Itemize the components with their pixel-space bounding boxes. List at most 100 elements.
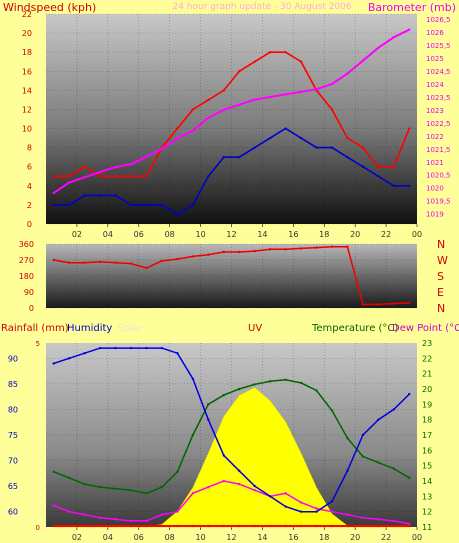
direction-tick-label: 0 — [29, 304, 34, 313]
temperature-tick-label: 23 — [422, 339, 432, 348]
temperature-tick-label: 13 — [422, 492, 432, 501]
gust-line-point — [98, 175, 102, 178]
humidity-line-point — [408, 392, 411, 396]
barometer-tick-label: 1022 — [426, 133, 444, 141]
direction-line-point — [315, 246, 318, 249]
humidity-line-point — [284, 505, 287, 508]
gust-line — [53, 51, 411, 178]
humidity-line-point — [361, 433, 365, 437]
average-wind-line-point — [238, 155, 241, 159]
direction-line-point — [83, 261, 86, 264]
dewpoint-axis-label: Dew Point (°C) — [392, 323, 459, 334]
barometer-tick-label: 1020,5 — [426, 172, 451, 180]
x-tick-label: 06 — [134, 230, 144, 239]
wind-tick-label: 20 — [22, 29, 32, 38]
barometer-line — [53, 28, 410, 194]
wind-tick-label: 10 — [22, 125, 32, 134]
humidity-line-point — [315, 510, 318, 513]
dewpoint-line-point — [83, 513, 86, 516]
temperature-line-point — [253, 383, 256, 386]
direction-line-point — [268, 248, 272, 251]
barometer-y-axis: 1019 1019,5 1020 1020,5 1021 1021,5 1022 1022,5… — [426, 16, 451, 218]
x-tick-label: 00 — [412, 230, 422, 239]
rainfall-line-point — [284, 524, 287, 528]
barometer-line-point — [346, 72, 349, 75]
gust-line-point — [268, 50, 272, 54]
humidity-tick-label: 90 — [8, 354, 18, 363]
x-tick-label: 12 — [226, 230, 236, 239]
humidity-line-point — [129, 346, 133, 350]
gust-line-point — [191, 108, 195, 111]
x-tick-label: 08 — [165, 230, 175, 239]
barometer-line-point — [408, 28, 411, 31]
temperature-line-point — [377, 461, 380, 464]
rainfall-line-point — [67, 524, 71, 528]
direction-line-point — [222, 250, 225, 254]
temperature-line-point — [98, 485, 102, 489]
temperature-tick-label: 15 — [422, 462, 432, 471]
temperature-line-point — [129, 489, 133, 492]
direction-line-point — [299, 247, 303, 250]
humidity-line-point — [176, 352, 179, 355]
average-wind-line-point — [284, 127, 287, 130]
average-wind-line-point — [207, 175, 210, 178]
x-tick-label: 10 — [195, 230, 205, 239]
barometer-line-point — [238, 103, 241, 106]
temperature-line — [53, 379, 410, 495]
rain-tick-label: 5 — [36, 340, 40, 348]
wind-tick-label: 14 — [22, 86, 32, 95]
dewpoint-line-point — [98, 516, 102, 519]
barometer-line-point — [67, 181, 71, 184]
dewpoint-line-point — [114, 518, 117, 521]
gust-line-point — [145, 175, 148, 178]
direction-line-point — [207, 253, 210, 256]
wind-tick-label: 12 — [22, 105, 32, 114]
dewpoint-line-point — [207, 485, 210, 489]
solar-axis-label: Solar — [117, 323, 143, 334]
barometer-line-point — [392, 36, 396, 39]
x-tick-label: 06 — [134, 533, 144, 542]
rainfall-line-point — [268, 524, 272, 528]
temperature-line-point — [191, 433, 195, 437]
rainfall-line-point — [129, 524, 133, 528]
average-wind-line-point — [114, 194, 117, 197]
barometer-line-point — [207, 116, 210, 119]
x-tick-label: 20 — [350, 533, 360, 542]
temperature-line-point — [145, 492, 148, 495]
temperature-line-point — [52, 470, 55, 473]
barometer-line-point — [361, 59, 365, 62]
dewpoint-line-point — [377, 518, 380, 521]
rainfall-line-point — [98, 524, 102, 528]
humidity-line-point — [98, 346, 102, 350]
direction-line-point — [392, 302, 396, 305]
barometer-axis-label: Barometer (mb) — [368, 1, 456, 14]
rain-y-axis: 05 — [36, 340, 40, 532]
wind-tick-label: 8 — [27, 144, 32, 153]
rainfall-line-point — [346, 524, 349, 528]
humidity-line-point — [160, 346, 164, 350]
dewpoint-line-point — [408, 522, 411, 526]
barometer-line-point — [98, 170, 102, 174]
rain-axis-label: Rainfall (mm) — [1, 323, 69, 334]
direction-tick-label: 90 — [24, 288, 34, 297]
direction-line-point — [284, 248, 287, 251]
uv-axis-label: UV — [248, 323, 262, 334]
barometer-line-point — [145, 155, 148, 158]
temperature-y-axis: 11 12 13 14 15 16 17 18 19 20 21 22 23 — [422, 339, 432, 532]
wind-y-axis: 0 2 4 6 8 10 12 14 16 18 20 22 — [22, 10, 32, 229]
barometer-tick-label: 1022,5 — [426, 120, 451, 128]
wind-gridlines — [46, 13, 417, 225]
direction-line-point — [377, 303, 380, 306]
barometer-tick-label: 1025,5 — [426, 42, 451, 50]
barometer-tick-label: 1020 — [426, 185, 444, 193]
wind-tick-label: 4 — [27, 182, 32, 191]
climate-series — [52, 346, 411, 528]
gust-line-point — [346, 136, 349, 140]
direction-line-point — [52, 258, 55, 262]
dewpoint-line-point — [315, 507, 318, 510]
direction-line-point — [361, 303, 365, 306]
average-wind-line-point — [191, 203, 195, 207]
humidity-line-point — [392, 408, 396, 411]
